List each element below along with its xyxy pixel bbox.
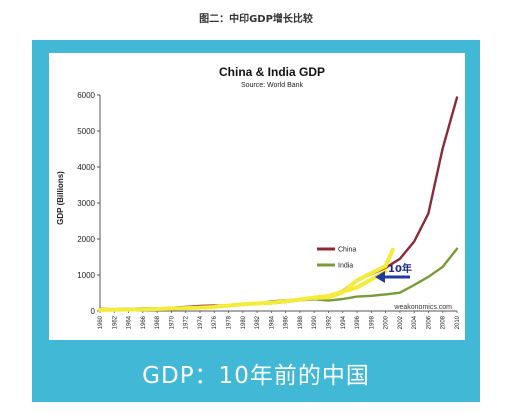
figure-caption: 图二：中印GDP增长比较 bbox=[199, 14, 313, 25]
highlight-line-3 bbox=[312, 247, 395, 300]
x-tick-label: 2000 bbox=[384, 315, 390, 329]
watermark-text: weakonomics.com bbox=[393, 304, 452, 311]
x-tick-label: 1998 bbox=[369, 315, 375, 329]
y-tick-label: 2000 bbox=[77, 235, 95, 244]
x-tick-label: 1990 bbox=[312, 315, 318, 329]
y-tick-label: 6000 bbox=[77, 91, 95, 100]
x-tick-label: 2008 bbox=[441, 315, 447, 329]
x-tick-label: 1976 bbox=[212, 315, 218, 329]
x-tick-label: 1960 bbox=[98, 315, 104, 329]
chart-subtitle: Source: World Bank bbox=[241, 82, 304, 89]
y-axis-label: GDP (Billions) bbox=[56, 171, 65, 225]
x-tick-label: 2004 bbox=[412, 315, 418, 329]
legend-label-india: India bbox=[338, 263, 353, 270]
x-tick-label: 1966 bbox=[141, 315, 147, 329]
x-tick-label: 1962 bbox=[112, 315, 118, 329]
x-tick-label: 2006 bbox=[426, 315, 432, 329]
x-tick-label: 1964 bbox=[127, 315, 133, 329]
x-tick-label: 1984 bbox=[269, 315, 275, 329]
legend-label-china: China bbox=[338, 247, 356, 254]
x-tick-label: 1972 bbox=[184, 315, 190, 329]
arrow-head-icon bbox=[375, 271, 385, 283]
x-tick-label: 1986 bbox=[284, 315, 290, 329]
y-tick-label: 0 bbox=[91, 307, 96, 316]
x-tick-label: 1978 bbox=[227, 315, 233, 329]
bottom-caption: GDP：10年前的中国 bbox=[142, 363, 370, 389]
y-tick-label: 1000 bbox=[77, 271, 95, 280]
chart-title: China & India GDP bbox=[219, 65, 325, 79]
ten-years-annotation: 10年 bbox=[388, 262, 412, 275]
x-tick-label: 1982 bbox=[255, 315, 261, 329]
x-tick-label: 2010 bbox=[455, 315, 461, 329]
x-tick-label: 1980 bbox=[241, 315, 247, 329]
x-tick-label: 1970 bbox=[169, 315, 175, 329]
x-tick-label: 1992 bbox=[326, 315, 332, 329]
x-tick-label: 1994 bbox=[341, 315, 347, 329]
y-tick-label: 4000 bbox=[77, 163, 95, 172]
x-tick-label: 1974 bbox=[198, 315, 204, 329]
x-tick-label: 1996 bbox=[355, 315, 361, 329]
x-tick-label: 2002 bbox=[398, 315, 404, 329]
y-tick-label: 5000 bbox=[77, 127, 95, 136]
x-tick-label: 1988 bbox=[298, 315, 304, 329]
x-tick-label: 1968 bbox=[155, 315, 161, 329]
y-tick-label: 3000 bbox=[77, 199, 95, 208]
